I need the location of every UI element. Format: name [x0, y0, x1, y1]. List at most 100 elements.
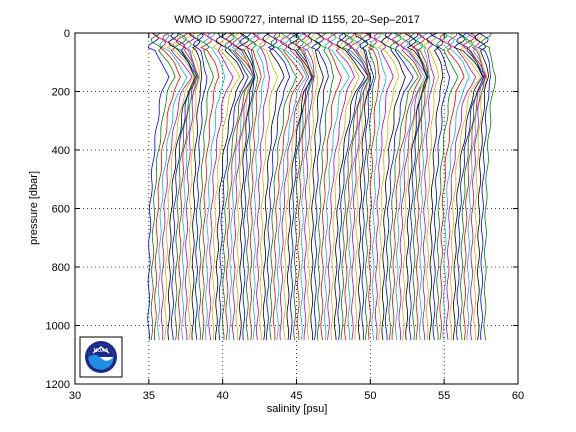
profile-line: [388, 32, 419, 341]
profile-line: [436, 32, 459, 341]
profile-line: [349, 32, 371, 341]
profile-line: [147, 32, 170, 341]
profile-line: [269, 32, 297, 341]
profile-line: [185, 32, 201, 341]
profile-line: [164, 32, 195, 341]
profile-line: [377, 32, 400, 341]
profile-line: [401, 32, 429, 341]
profile-line: [289, 32, 313, 341]
profile-line: [380, 32, 406, 341]
profile-line: [361, 32, 377, 341]
profile-line: [217, 32, 249, 341]
x-axis-label: salinity [psu]: [267, 403, 328, 415]
profile-line: [276, 32, 308, 341]
profile-line: [192, 32, 208, 341]
profile-line: [310, 32, 329, 341]
profile-line: [340, 32, 370, 341]
profile-line: [439, 32, 465, 341]
profile-line: [364, 32, 380, 341]
profile-line: [200, 32, 220, 341]
profile-line: [404, 32, 428, 341]
profile-line: [474, 32, 489, 341]
profile-line: [242, 32, 258, 341]
profile-line: [423, 32, 440, 341]
series-layer: [147, 32, 497, 341]
profile-line: [225, 32, 255, 341]
profile-line: [290, 32, 312, 341]
chart-title: WMO ID 5900727, internal ID 1155, 20–Sep…: [174, 14, 420, 26]
profile-line: [374, 32, 394, 341]
profile-line: [384, 32, 414, 341]
profile-line: [207, 32, 234, 341]
profile-line: [359, 32, 375, 341]
profile-line: [272, 32, 304, 341]
profile-line: [228, 32, 255, 341]
profile-line: [203, 32, 226, 341]
y-tick-label: 400: [52, 145, 70, 157]
profile-line: [449, 32, 482, 341]
profile-line: [246, 32, 262, 341]
profile-line: [466, 32, 486, 341]
profile-line: [170, 32, 198, 341]
x-tick-label: 60: [512, 390, 524, 402]
profile-line: [258, 32, 278, 341]
profile-line: [265, 32, 291, 341]
y-tick-label: 0: [64, 28, 70, 40]
profile-line: [370, 32, 387, 341]
profile-line: [471, 32, 488, 341]
profile-line: [314, 32, 335, 341]
y-tick-label: 600: [52, 204, 70, 216]
profile-line: [304, 32, 319, 341]
noaa-logo: NOAA: [79, 336, 123, 378]
profile-line: [452, 32, 484, 341]
profile-line: [351, 32, 370, 341]
profile-line: [221, 32, 254, 341]
x-tick-label: 55: [438, 390, 450, 402]
profile-line: [391, 32, 422, 341]
y-tick-label: 800: [52, 262, 70, 274]
profile-line: [456, 32, 485, 341]
y-tick-label: 1200: [46, 379, 70, 391]
profile-line: [481, 32, 497, 341]
profile-line: [464, 32, 485, 341]
profile-line: [329, 32, 360, 341]
x-tick-label: 40: [217, 390, 229, 402]
profile-line: [477, 32, 491, 341]
x-tick-label: 35: [143, 390, 155, 402]
profile-line: [307, 32, 324, 341]
profile-line: [175, 32, 197, 341]
profile-line: [215, 32, 245, 341]
profile-line: [239, 32, 255, 341]
y-tick-label: 200: [52, 87, 70, 99]
profile-line: [445, 32, 477, 341]
profile-line: [183, 32, 199, 341]
y-axis-label: pressure [dbar]: [28, 171, 40, 245]
profile-line: [157, 32, 188, 341]
profile-line: [354, 32, 372, 341]
profile-line: [178, 32, 197, 341]
profile-line: [150, 32, 176, 341]
profile-line: [167, 32, 196, 341]
profile-line: [394, 32, 426, 341]
profile-line: [318, 32, 342, 341]
profile-line: [415, 32, 431, 341]
profile-line: [301, 32, 315, 341]
profile-line: [458, 32, 487, 341]
profile-line: [249, 32, 265, 341]
profile-line: [323, 32, 350, 341]
profile-line: [252, 32, 271, 341]
profile-line: [236, 32, 256, 341]
profile-line: [153, 32, 181, 341]
svg-text:NOAA: NOAA: [94, 348, 109, 354]
profile-line: [279, 32, 310, 341]
profile-line: [442, 32, 470, 341]
profile-line: [419, 32, 435, 341]
profile-line: [327, 32, 355, 341]
profile-line: [197, 32, 214, 341]
profile-line: [211, 32, 241, 341]
x-tick-label: 50: [364, 390, 376, 402]
profile-line: [333, 32, 366, 341]
